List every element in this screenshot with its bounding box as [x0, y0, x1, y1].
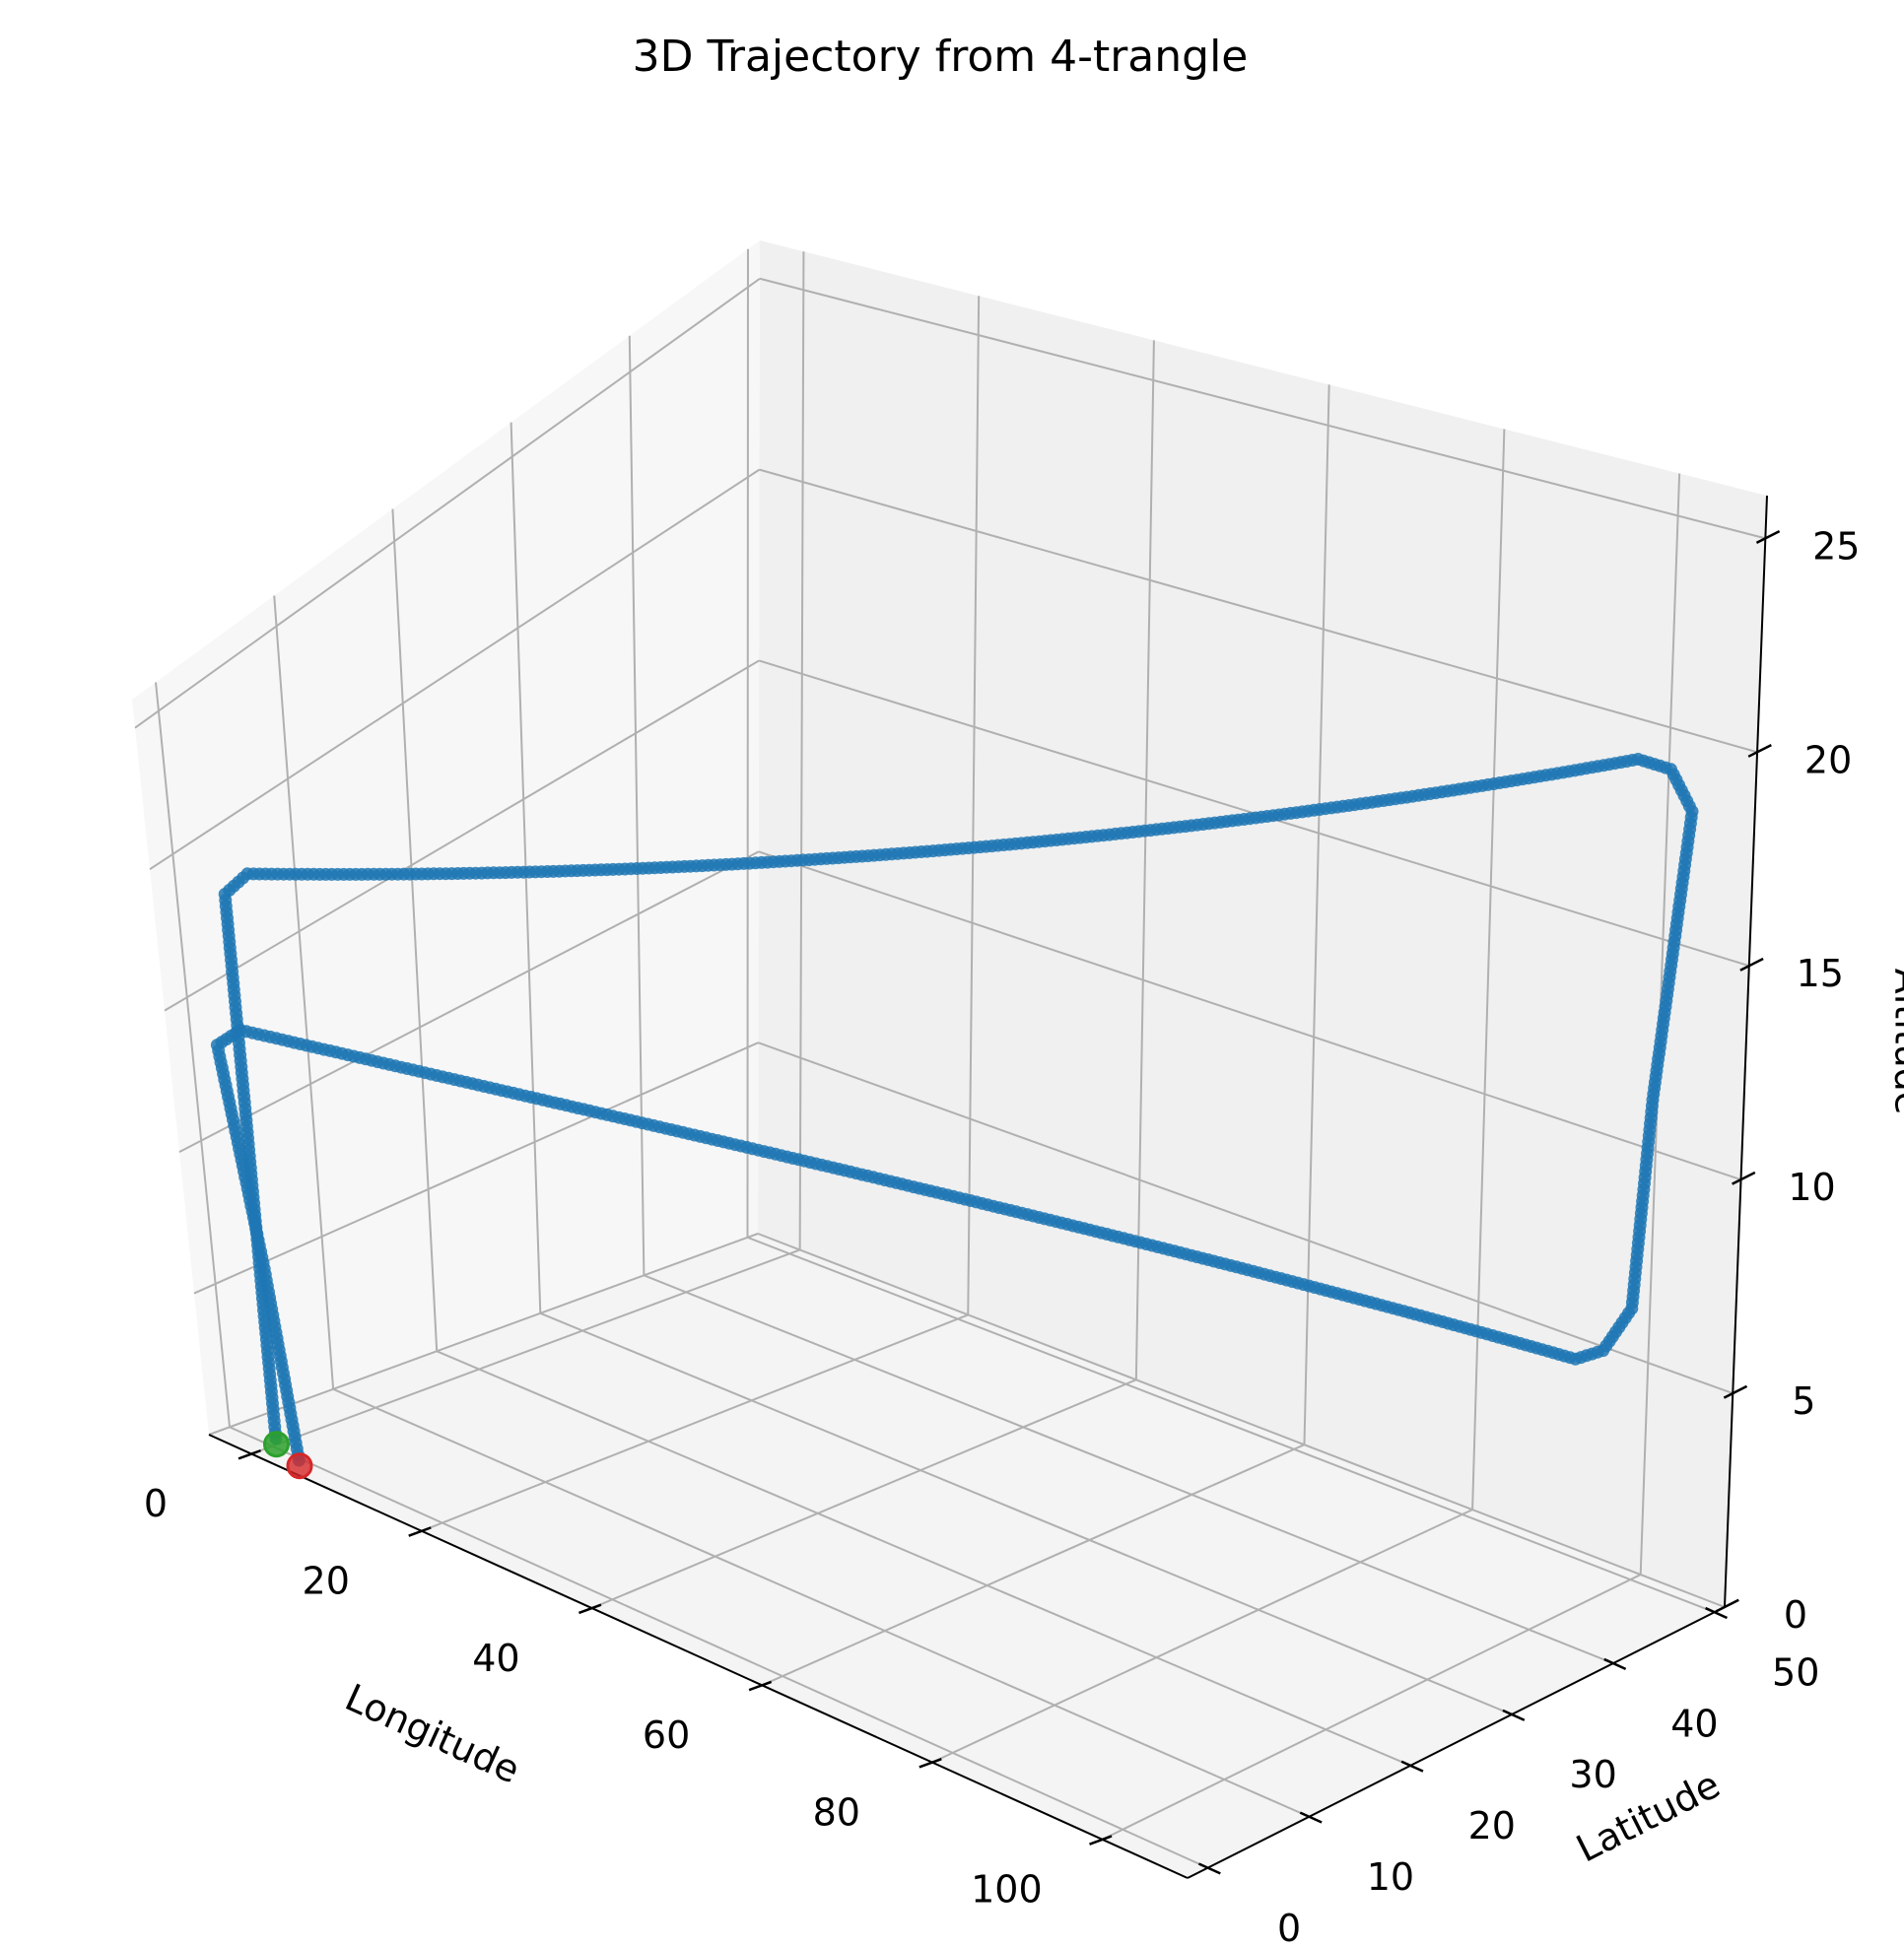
- y-tick: [1603, 1657, 1627, 1670]
- y-tick-label: 10: [1367, 1855, 1414, 1899]
- x-tick-label: 20: [303, 1560, 350, 1603]
- y-grid-floor: [229, 1426, 1208, 1869]
- back-pane: [758, 240, 1767, 1607]
- x-tick: [408, 1526, 432, 1537]
- z-tick-label: 5: [1792, 1379, 1815, 1423]
- grid-lines: [134, 248, 1766, 1869]
- y-tick-label: 0: [1277, 1907, 1301, 1948]
- z-tick-label: 0: [1784, 1593, 1807, 1637]
- x-tick-label: 80: [813, 1790, 860, 1834]
- z-tick: [1723, 1384, 1748, 1399]
- trajectory-points: [210, 753, 1699, 1467]
- x-tick-label: 60: [643, 1713, 690, 1757]
- z-tick: [1715, 1598, 1739, 1613]
- x-grid-back: [1134, 340, 1155, 1380]
- z-tick-label: 15: [1797, 952, 1844, 995]
- z-tick: [1732, 1171, 1756, 1185]
- y-grid-left: [155, 682, 232, 1428]
- x-grid-floor: [761, 1444, 1305, 1687]
- y-grid-floor: [332, 1387, 1310, 1818]
- y-axis-line: [1187, 1606, 1726, 1879]
- x-grid-floor: [250, 1248, 801, 1455]
- z-tick: [1747, 743, 1772, 758]
- end-marker: [286, 1452, 313, 1480]
- x-grid-floor: [931, 1509, 1473, 1764]
- x-grid-back: [967, 296, 981, 1315]
- y-tick: [1502, 1709, 1526, 1721]
- axis-panes: [132, 240, 1767, 1878]
- y-grid-left: [273, 595, 335, 1389]
- y-grid-left: [391, 508, 439, 1352]
- y-tick: [1197, 1862, 1221, 1875]
- x-tick-label: 40: [472, 1637, 519, 1680]
- z-grid-left: [134, 277, 761, 729]
- z-grid-back: [757, 1233, 1726, 1608]
- z-grid-back: [759, 277, 1766, 540]
- y-grid-floor: [436, 1350, 1411, 1767]
- z-grid-left: [149, 468, 761, 870]
- y-tick-label: 30: [1569, 1753, 1616, 1796]
- z-tick-label: 20: [1804, 738, 1852, 781]
- y-tick-label: 20: [1468, 1804, 1516, 1847]
- y-tick: [1299, 1811, 1323, 1824]
- x-grid-floor: [1102, 1574, 1642, 1841]
- y-grid-floor: [539, 1311, 1513, 1715]
- z-axis-line: [1724, 495, 1768, 1608]
- x-axis-line: [208, 1434, 1189, 1879]
- chart-title: 3D Trajectory from 4-trangle: [633, 32, 1249, 82]
- y-grid-floor: [747, 1236, 1716, 1614]
- y-tick-label: 40: [1670, 1702, 1718, 1745]
- x-tick: [1089, 1835, 1113, 1846]
- x-tick-label: 100: [971, 1868, 1043, 1912]
- x-grid-back: [798, 251, 805, 1250]
- x-tick: [238, 1448, 261, 1460]
- x-grid-floor: [421, 1313, 969, 1532]
- z-grid-back: [759, 468, 1758, 754]
- z-tick-label: 10: [1788, 1166, 1835, 1209]
- z-tick: [1739, 957, 1764, 972]
- x-tick-label: 0: [144, 1482, 168, 1525]
- z-grid-back: [758, 1041, 1734, 1395]
- z-grid-left: [164, 659, 760, 1012]
- endpoint-markers: [263, 1431, 313, 1480]
- z-tick-label: 25: [1812, 524, 1860, 568]
- x-tick: [918, 1757, 942, 1769]
- z-grid-left: [193, 1041, 759, 1295]
- left-pane: [132, 240, 760, 1435]
- y-tick: [1705, 1606, 1728, 1620]
- x-tick: [578, 1603, 602, 1615]
- y-grid-floor: [644, 1274, 1614, 1665]
- z-grid-left: [208, 1233, 759, 1436]
- y-tick: [1400, 1760, 1424, 1773]
- x-grid-back: [1303, 384, 1330, 1445]
- x-grid-floor: [591, 1378, 1137, 1610]
- z-grid-back: [758, 850, 1741, 1181]
- x-tick: [748, 1680, 773, 1692]
- floor-pane: [209, 1234, 1725, 1878]
- z-tick: [1755, 530, 1781, 545]
- y-tick-label: 50: [1772, 1650, 1819, 1694]
- z-axis-label: Altitude: [1887, 969, 1904, 1115]
- x-axis-label: Longitude: [339, 1675, 526, 1791]
- start-marker: [263, 1431, 290, 1458]
- z-grid-left: [178, 850, 760, 1153]
- tick-labels: 0 20 40 60 80 100 0 10 20 30 40 50 0 5 10 15 20 25: [144, 524, 1861, 1948]
- axes: [208, 495, 1781, 1879]
